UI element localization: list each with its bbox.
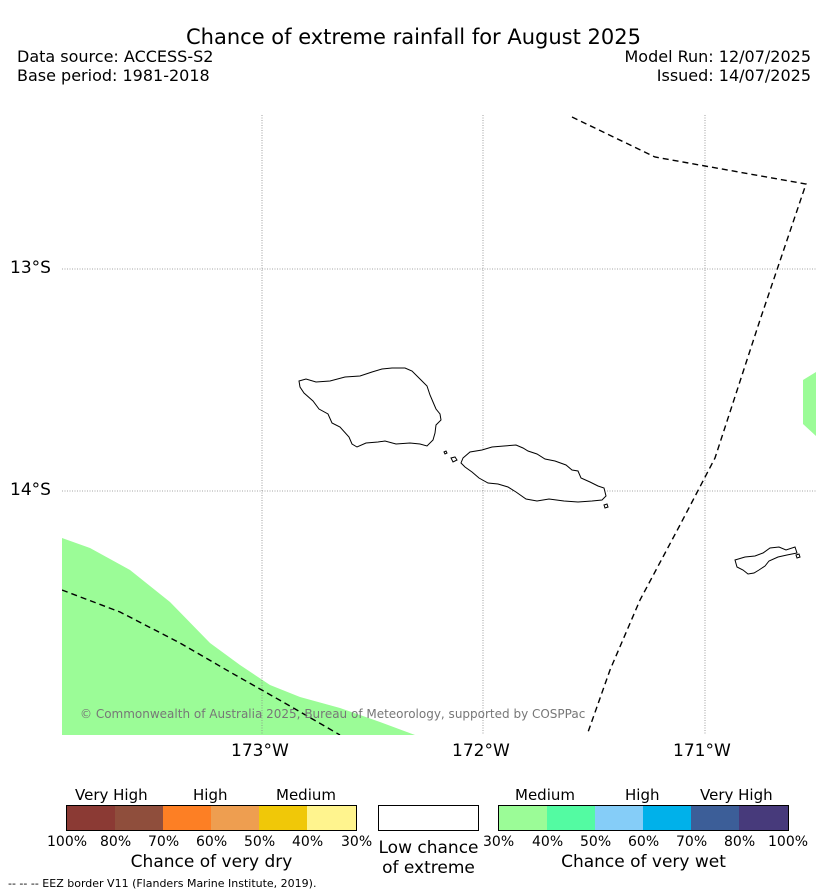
dry-tick: 60%	[196, 834, 228, 850]
wet-swatch-80-100	[739, 806, 788, 830]
savaii-island	[298, 367, 442, 448]
eez-border-south-west	[62, 589, 341, 735]
dry-swatch-80-70	[115, 806, 164, 830]
eez-borders	[62, 116, 807, 735]
dry-medium-label: Medium	[276, 786, 336, 804]
lat-label-13s: 13°S	[10, 258, 51, 278]
medium-wet-region-southwest	[62, 538, 415, 735]
dry-tick: 80%	[100, 834, 132, 850]
eez-border-north-east	[571, 116, 807, 735]
wet-swatch-40-50	[547, 806, 596, 830]
wet-medium-label: Medium	[515, 786, 575, 804]
wet-tick: 50%	[580, 834, 612, 850]
dry-high-label: High	[193, 786, 228, 804]
eez-footnote: -- -- -- EEZ border V11 (Flanders Marine…	[8, 877, 317, 890]
upolu-islet	[603, 503, 609, 509]
tutuila-island	[734, 546, 798, 575]
wet-tick: 60%	[628, 834, 660, 850]
wet-high-label: High	[625, 786, 660, 804]
wet-colorbar	[498, 805, 789, 831]
wet-very-high-label: Very High	[700, 786, 773, 804]
dry-tick: 100%	[47, 834, 88, 850]
wet-colorbar-label: Chance of very wet	[561, 852, 726, 872]
lon-label-173w: 173°W	[231, 741, 289, 761]
wet-tick: 30%	[483, 834, 515, 850]
graticule	[62, 115, 816, 735]
manono-island	[450, 456, 458, 463]
dry-colorbar-label: Chance of very dry	[130, 852, 293, 872]
medium-wet-region-east	[803, 372, 816, 436]
lon-label-172w: 172°W	[452, 741, 510, 761]
aunuu-island	[795, 553, 801, 559]
copyright-text: © Commonwealth of Australia 2025, Bureau…	[80, 707, 585, 721]
dry-swatch-40-30	[307, 806, 356, 830]
dry-swatch-50-40	[259, 806, 308, 830]
low-chance-label-line1: Low chance	[378, 838, 479, 858]
data-source-text: Data source: ACCESS-S2	[17, 47, 214, 66]
low-chance-swatch	[378, 805, 479, 831]
wet-swatch-60-70	[643, 806, 692, 830]
rainfall-map: © Commonwealth of Australia 2025, Bureau…	[62, 115, 816, 735]
upolu-island	[460, 444, 607, 503]
wet-swatch-50-60	[595, 806, 644, 830]
dry-tick: 40%	[292, 834, 324, 850]
lat-label-14s: 14°S	[10, 480, 51, 500]
model-run-text: Model Run: 12/07/2025	[624, 47, 812, 66]
map-title: Chance of extreme rainfall for August 20…	[186, 25, 641, 49]
dry-very-high-label: Very High	[75, 786, 148, 804]
dry-swatch-70-60	[163, 806, 212, 830]
wet-tick: 70%	[676, 834, 708, 850]
dry-tick: 30%	[341, 834, 373, 850]
wet-tick: 80%	[724, 834, 756, 850]
dry-tick: 70%	[148, 834, 180, 850]
low-chance-label-line2: of extreme	[382, 858, 475, 878]
dry-swatch-100-80	[67, 806, 116, 830]
wet-swatch-30-40	[499, 806, 548, 830]
wet-tick: 100%	[768, 834, 809, 850]
wet-swatch-70-80	[691, 806, 740, 830]
lon-label-171w: 171°W	[673, 741, 731, 761]
dry-colorbar	[66, 805, 357, 831]
issued-date-text: Issued: 14/07/2025	[656, 66, 811, 85]
wet-tick: 40%	[532, 834, 564, 850]
coastlines	[298, 367, 801, 575]
dry-swatch-60-50	[211, 806, 260, 830]
dry-tick: 50%	[244, 834, 276, 850]
base-period-text: Base period: 1981-2018	[17, 66, 210, 85]
apolima-island	[443, 450, 448, 455]
